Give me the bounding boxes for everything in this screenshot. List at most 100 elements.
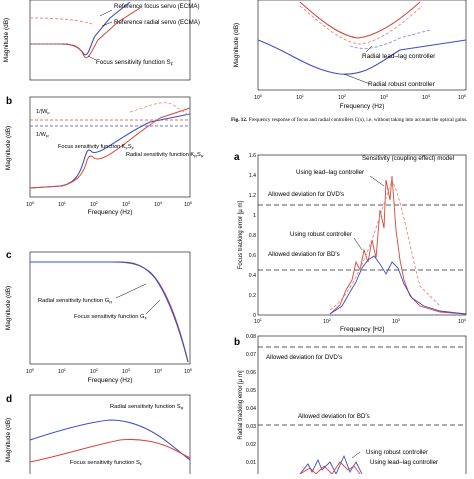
- red-curve: [30, 7, 141, 58]
- y-axis-label: Magnitude (dB): [5, 126, 12, 170]
- y-tick: 0.8: [249, 233, 256, 239]
- red-curve: [30, 261, 189, 363]
- y-tick: 1.4: [249, 173, 256, 179]
- sensitivity-model-curve: [329, 178, 441, 311]
- x-axis-label: Frequency (Hz): [88, 209, 133, 216]
- red-curve: [29, 107, 191, 189]
- leader-line: [115, 283, 147, 299]
- x-axis-label: Frequency (Hz): [340, 103, 385, 110]
- blue-curve: [30, 261, 189, 363]
- figure-caption: Fig. 12. Frequency response of focus and…: [231, 117, 469, 124]
- label-radial-sens: Radial sensitivity function KRSR: [126, 152, 204, 159]
- label-bd: Allowed deviation for BD's: [298, 413, 370, 420]
- dashed-curve: [129, 102, 191, 117]
- y-tick-labels: 1.6 1.4 1.2 1 0.8 0.6 0.4 0.2 0: [249, 153, 256, 319]
- label-sensitivity-model: Sensitivity (coupling effect) model: [362, 155, 454, 162]
- plot-frame: [257, 154, 467, 316]
- label-dvd: Allowed deviation for DVD's: [266, 354, 342, 361]
- x-tick: 101: [296, 94, 304, 101]
- label-radial-gk: Radial sensitivity function GR: [38, 298, 112, 305]
- plot-frame: [29, 96, 191, 198]
- x-tick: 104: [458, 318, 466, 325]
- panel-letter: b: [234, 337, 240, 348]
- x-tick: 104: [154, 368, 162, 375]
- x-tick: 103: [380, 94, 388, 101]
- y-tick: 0.08: [246, 334, 256, 340]
- label-robust: Using robust controller: [366, 449, 428, 456]
- leader-line: [343, 73, 371, 85]
- red-error-trace: [299, 461, 361, 475]
- y-axis-label: Magnitude (dB): [3, 18, 10, 62]
- panel-letter: b: [6, 96, 12, 107]
- x-tick-labels: 100 101 102 103 104 105: [254, 94, 466, 101]
- y-tick: 0.03: [246, 424, 256, 430]
- leader-line: [101, 21, 113, 27]
- label-radial-servo: Reference radial servo (ECMA): [114, 19, 200, 26]
- blue-curve: [29, 419, 191, 461]
- label-sensitivity: Focus sensitivity function SF: [96, 59, 174, 67]
- x-tick: 100: [26, 201, 34, 208]
- dashed-red-curve: [299, 5, 423, 45]
- panel-a-top: Magnitude (dB) Reference focus servo (EC…: [3, 0, 200, 81]
- x-tick: 102: [90, 368, 98, 375]
- panel-d: d Magnitude (dB) Radial sensitivity func…: [5, 394, 191, 476]
- label-focus-sg: Focus sensitivity function SF: [70, 460, 143, 467]
- label-robust: Using robust controller: [290, 231, 352, 238]
- x-tick: 101: [58, 201, 66, 208]
- label-bd: Allowed deviation for BD's: [268, 251, 340, 258]
- x-tick: 101: [58, 368, 66, 375]
- y-tick: 1.2: [249, 193, 256, 199]
- y-tick: 0.04: [246, 406, 256, 412]
- red-curve: [29, 438, 191, 463]
- y-axis-label: Magnitude (dB): [5, 418, 12, 462]
- label-radial-sg: Radial sensitivity function SR: [110, 404, 184, 411]
- y-axis-label: Radial tracking error [µ m]: [238, 370, 244, 439]
- plot-frame: [29, 251, 191, 365]
- label-focus-gk: Focus sensitivity function GF: [74, 314, 148, 321]
- x-axis-label: Frequency [Hz]: [340, 326, 384, 333]
- panel-letter: a: [234, 152, 240, 163]
- label-leadlag: Radial lead–lag controller: [362, 53, 436, 60]
- label-leadlag: Using lead–lag controller: [296, 169, 364, 176]
- panel-right-top: Magnitude (dB) Radial lead–lag controlle…: [233, 0, 467, 110]
- plot-frame: [257, 0, 467, 91]
- blue-curve: [29, 113, 191, 189]
- label-focus-servo: Reference focus servo (ECMA): [114, 3, 200, 10]
- x-tick-labels: 100 101 102 103 104 105: [26, 201, 192, 208]
- x-tick: 102: [90, 201, 98, 208]
- label-wr: 1/WR: [36, 132, 49, 139]
- y-tick: 0: [253, 313, 256, 319]
- y-tick-labels: 0.08 0.07 0.06 0.05 0.04 0.03 0.02 0.01: [246, 334, 256, 466]
- x-tick: 105: [184, 368, 192, 375]
- y-tick: 0.2: [249, 293, 256, 299]
- panel-b2: b Radial tracking error [µ m] 0.08 0.07 …: [234, 334, 467, 477]
- blue-curve: [257, 39, 467, 75]
- y-tick: 0.02: [246, 442, 256, 448]
- y-tick: 0.01: [246, 460, 256, 466]
- y-tick: 0.6: [249, 253, 256, 259]
- y-tick: 0.4: [249, 273, 256, 279]
- leader-line: [365, 45, 373, 53]
- y-axis-label: Magnitude (dB): [5, 286, 12, 330]
- panel-b: b Magnitude (dB) 1/|WF 1/WR Focus sensit…: [5, 96, 204, 216]
- x-tick: 105: [184, 201, 192, 208]
- x-tick: 105: [458, 94, 466, 101]
- label-focus-sens: Focus sensitivity function KFSF: [58, 144, 135, 151]
- x-tick: 103: [392, 318, 400, 325]
- label-robust: Radial robust controller: [368, 81, 436, 88]
- leader-line: [145, 299, 161, 315]
- panel-c: c Magnitude (dB) Radial sensitivity func…: [5, 250, 192, 384]
- panel-letter: d: [6, 394, 12, 405]
- leader-line: [369, 175, 385, 187]
- x-tick: 104: [154, 201, 162, 208]
- x-tick: 103: [122, 368, 130, 375]
- blue-error-trace: [299, 454, 363, 476]
- x-tick-labels: 101 102 103 104: [254, 318, 466, 325]
- y-tick: 1.6: [249, 153, 256, 159]
- label-leadlag: Using lead–lag controller: [370, 459, 438, 466]
- y-tick: 0.07: [246, 352, 256, 358]
- x-tick: 100: [26, 368, 34, 375]
- x-axis-label: Frequency (Hz): [88, 377, 133, 384]
